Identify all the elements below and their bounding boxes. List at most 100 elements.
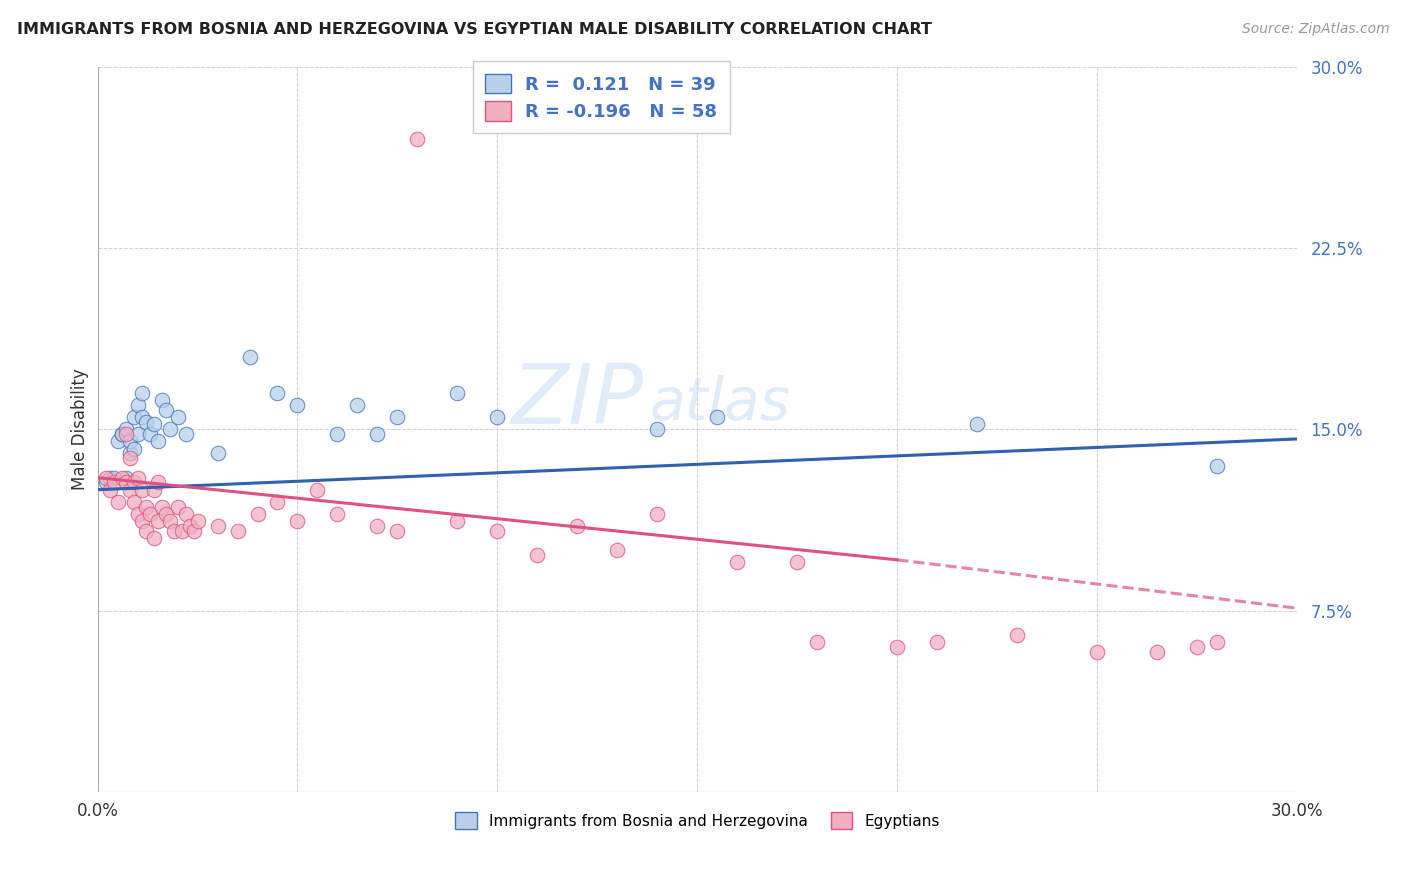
Text: atlas: atlas (650, 376, 790, 433)
Point (127, 398, 149, 412)
Point (135, 415, 157, 429)
Point (162, 524, 184, 538)
Point (387, 524, 409, 538)
Text: IMMIGRANTS FROM BOSNIA AND HERZEGOVINA VS EGYPTIAN MALE DISABILITY CORRELATION C: IMMIGRANTS FROM BOSNIA AND HERZEGOVINA V… (17, 22, 932, 37)
Point (166, 410, 188, 425)
Point (287, 398, 309, 412)
Point (526, 548, 548, 562)
Point (103, 470, 125, 484)
Point (927, 635, 949, 649)
Point (1005, 628, 1028, 642)
Point (98, 483, 121, 497)
Point (127, 427, 149, 442)
Point (142, 531, 165, 545)
Point (122, 495, 145, 509)
Point (366, 427, 388, 442)
Point (94, 470, 117, 484)
Point (131, 410, 153, 425)
Point (107, 434, 129, 449)
Point (131, 483, 153, 497)
Point (155, 403, 177, 417)
Point (446, 386, 468, 401)
Point (647, 422, 669, 436)
Point (174, 427, 197, 442)
Point (150, 500, 173, 514)
Point (127, 507, 149, 521)
Point (725, 555, 748, 569)
Point (174, 507, 197, 521)
Point (567, 519, 589, 533)
Point (146, 475, 169, 490)
Point (238, 350, 260, 364)
Point (94, 475, 117, 490)
Point (98, 470, 121, 484)
Point (142, 483, 165, 497)
Point (706, 410, 728, 425)
Point (138, 427, 160, 442)
Point (131, 386, 153, 401)
Point (114, 422, 136, 436)
Point (138, 507, 160, 521)
Point (146, 514, 169, 528)
Point (114, 427, 136, 442)
Point (122, 442, 145, 456)
Point (287, 514, 309, 528)
Point (606, 543, 628, 558)
Point (118, 451, 141, 466)
Point (886, 640, 908, 654)
Point (326, 507, 349, 521)
Point (150, 393, 173, 408)
Point (786, 555, 808, 569)
Point (135, 524, 157, 538)
Point (103, 475, 125, 490)
Point (122, 475, 145, 490)
Point (159, 514, 181, 528)
Point (118, 434, 141, 449)
Point (806, 635, 828, 649)
Point (186, 514, 208, 528)
Point (159, 422, 181, 436)
Point (966, 417, 988, 432)
Point (122, 410, 145, 425)
Point (183, 524, 205, 538)
Point (135, 500, 157, 514)
Point (110, 427, 132, 442)
Point (118, 483, 141, 497)
Point (110, 427, 132, 442)
Point (118, 446, 141, 460)
Point (114, 470, 136, 484)
Point (226, 524, 249, 538)
Text: ZIP: ZIP (512, 359, 644, 441)
Point (246, 507, 269, 521)
Point (131, 514, 153, 528)
Point (155, 507, 177, 521)
Point (647, 507, 669, 521)
Point (387, 410, 409, 425)
Point (266, 386, 288, 401)
Point (366, 519, 388, 533)
Point (1206, 458, 1229, 473)
Point (146, 434, 169, 449)
Point (486, 524, 509, 538)
Point (1085, 645, 1108, 659)
Point (346, 398, 368, 412)
Y-axis label: Male Disability: Male Disability (72, 368, 89, 491)
Point (207, 446, 229, 460)
Point (1185, 640, 1208, 654)
Point (107, 495, 129, 509)
Point (114, 475, 136, 490)
Point (207, 519, 229, 533)
Point (166, 500, 188, 514)
Point (266, 495, 288, 509)
Point (1146, 645, 1168, 659)
Text: Source: ZipAtlas.com: Source: ZipAtlas.com (1241, 22, 1389, 37)
Point (326, 427, 349, 442)
Point (486, 410, 509, 425)
Legend: Immigrants from Bosnia and Herzegovina, Egyptians: Immigrants from Bosnia and Herzegovina, … (449, 806, 946, 835)
Point (446, 514, 468, 528)
Point (179, 519, 201, 533)
Point (127, 470, 149, 484)
Point (406, 132, 429, 146)
Point (307, 483, 329, 497)
Point (170, 524, 193, 538)
